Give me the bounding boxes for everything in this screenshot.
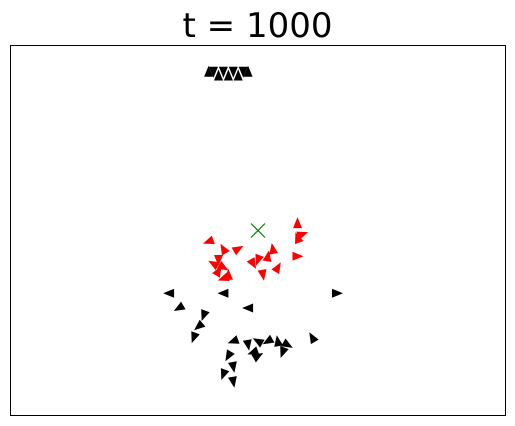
plot-area-frame <box>10 45 506 416</box>
red-agent-marker <box>246 257 257 269</box>
red-agent-marker <box>262 250 272 263</box>
red-agent-marker <box>271 262 281 274</box>
red-agent-marker <box>255 253 264 266</box>
black-agent-marker <box>228 66 238 78</box>
data-marks <box>163 65 343 388</box>
red-agent-marker <box>257 269 267 281</box>
black-agent-marker <box>238 66 248 78</box>
black-agent-marker <box>204 65 214 77</box>
target-x-marker <box>250 223 266 238</box>
red-agent-marker <box>217 272 230 282</box>
black-agent-marker <box>214 69 223 81</box>
red-agent-marker <box>202 235 215 245</box>
chart-title: t = 1000 <box>182 6 333 46</box>
black-agent-marker <box>194 319 206 331</box>
black-agent-marker <box>251 353 264 363</box>
black-agent-marker <box>220 368 230 381</box>
black-agent-marker <box>233 69 243 81</box>
black-agent-marker <box>201 309 210 322</box>
red-agent-marker <box>208 260 221 271</box>
black-agent-marker <box>332 288 343 298</box>
red-agent-marker <box>214 255 223 266</box>
black-agent-marker <box>247 346 260 355</box>
red-agent-marker <box>292 251 304 261</box>
black-agent-marker <box>163 288 175 298</box>
red-agent-marker <box>220 243 230 256</box>
black-agent-marker <box>228 361 237 373</box>
black-agent-marker <box>218 66 228 78</box>
black-agent-marker <box>243 65 253 77</box>
black-agent-marker <box>223 69 233 81</box>
black-agent-marker <box>209 66 218 78</box>
black-agent-marker <box>309 332 319 345</box>
black-agent-marker <box>173 301 186 311</box>
black-agent-marker <box>242 339 252 351</box>
black-agent-marker <box>228 376 237 388</box>
red-agent-marker <box>231 245 244 256</box>
red-agent-marker <box>293 217 302 229</box>
black-agent-marker <box>191 331 200 344</box>
red-agent-marker <box>269 242 279 255</box>
black-agent-marker <box>242 303 254 313</box>
black-agent-marker <box>252 338 265 348</box>
black-agent-marker <box>225 349 235 362</box>
black-agent-marker <box>217 288 229 298</box>
black-agent-marker <box>281 338 293 348</box>
black-agent-marker <box>227 335 240 344</box>
black-agent-marker <box>274 335 284 347</box>
red-agent-marker <box>294 232 304 245</box>
black-agent-marker <box>280 346 289 358</box>
black-agent-marker <box>262 334 275 345</box>
red-agent-marker <box>212 265 222 278</box>
